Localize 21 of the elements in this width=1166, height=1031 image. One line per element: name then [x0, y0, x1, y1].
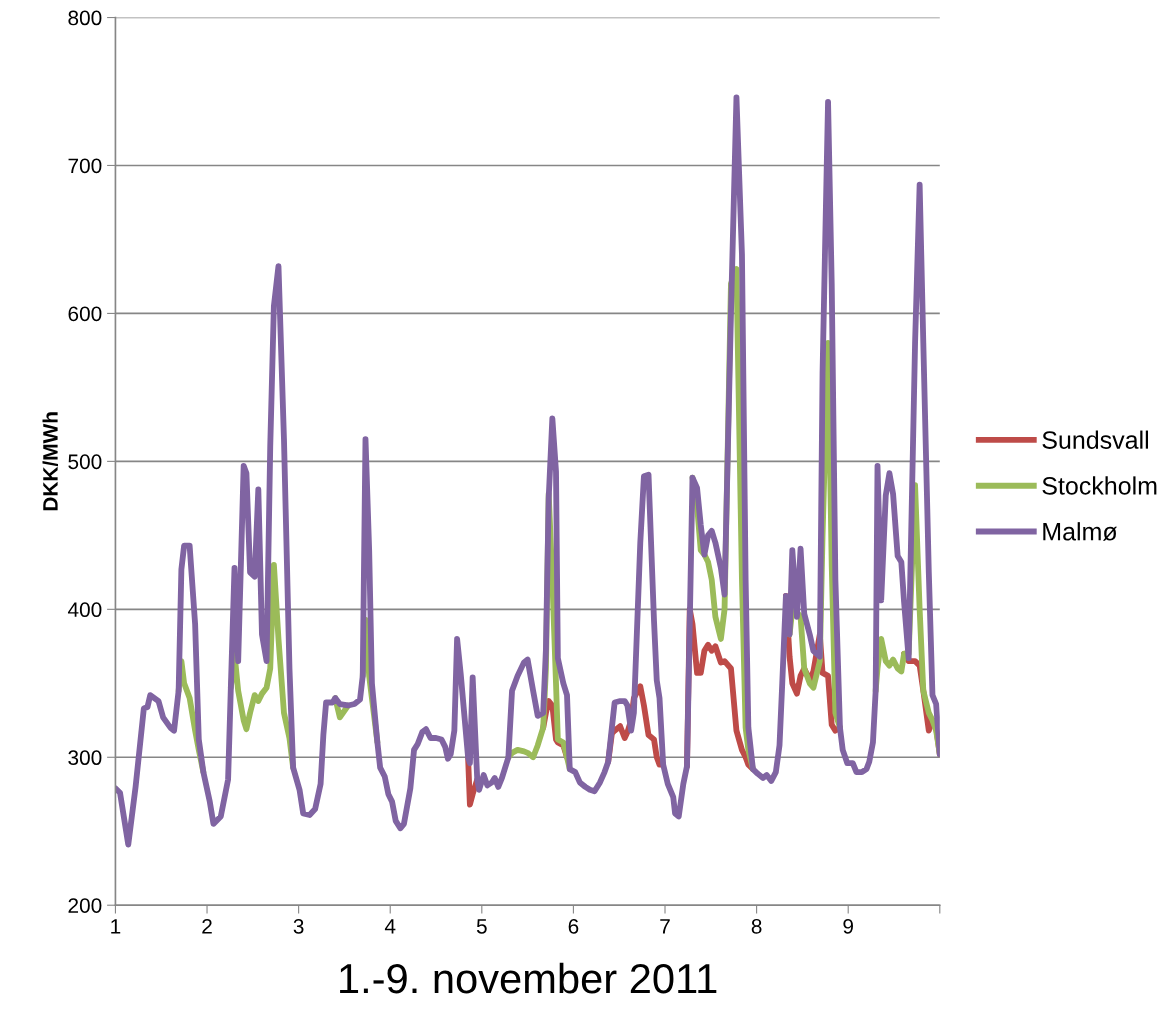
- legend-label: Stockholm: [1042, 476, 1157, 495]
- x-tick-label: 7: [660, 919, 670, 934]
- y-tick-label: 600: [68, 306, 102, 322]
- y-tick-label: 200: [68, 898, 102, 913]
- x-tick-label: 8: [751, 918, 762, 934]
- y-tick-label: 500: [68, 454, 102, 470]
- x-axis-title: 1.-9. november 2011: [340, 962, 717, 994]
- x-tick-label: 9: [843, 918, 854, 934]
- x-tick-label: 3: [293, 918, 304, 934]
- y-tick-label: 300: [68, 750, 102, 766]
- x-tick-label: 1: [111, 919, 121, 934]
- x-tick-label: 6: [568, 918, 579, 934]
- x-tick-label: 2: [202, 918, 212, 934]
- x-tick-label: 5: [476, 919, 487, 934]
- legend-label: Malmø: [1043, 522, 1118, 541]
- y-axis-title: DKK/MWh: [42, 412, 59, 511]
- x-tick-label: 4: [384, 919, 396, 934]
- legend-label: Sundsvall: [1042, 430, 1149, 449]
- y-tick-label: 400: [67, 602, 102, 618]
- y-tick-label: 700: [68, 158, 102, 174]
- y-tick-label: 800: [68, 10, 102, 26]
